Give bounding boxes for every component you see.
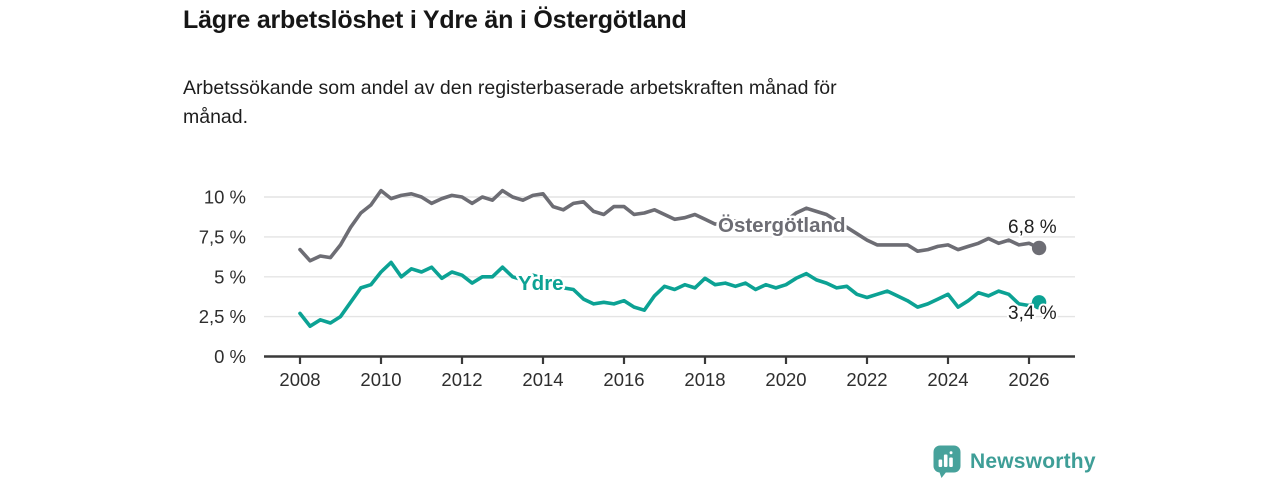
newsworthy-logo-icon [933, 445, 961, 478]
newsworthy-logo-text: Newsworthy [970, 449, 1096, 473]
series-label-0: Östergötland [718, 214, 846, 237]
series-end-dot-1 [1031, 295, 1047, 310]
y-tick-label: 2,5 % [199, 306, 246, 327]
y-tick-label: 0 % [214, 346, 246, 367]
chart-subtitle-line-1: Arbetssökande som andel av den registerb… [183, 77, 837, 99]
series-end-value-label-0: 6,8 % [1008, 217, 1057, 238]
chart-subtitle: Arbetssökande som andel av den registerb… [183, 74, 837, 132]
y-tick-label: 7,5 % [199, 226, 246, 247]
series-end-value-label-1: 3,4 % [1008, 303, 1057, 324]
series-line-0 [298, 188, 1041, 263]
x-tick-label: 2016 [603, 369, 644, 390]
x-tick-label: 2026 [1008, 369, 1049, 390]
x-tick-label: 2024 [927, 369, 968, 390]
chart-title: Lägre arbetslöshet i Ydre än i Östergötl… [183, 6, 687, 34]
x-tick-label: 2020 [765, 369, 806, 390]
x-tick-label: 2018 [684, 369, 725, 390]
newsworthy-logo: Newsworthy [933, 445, 1096, 478]
series-line-1 [298, 260, 1041, 328]
line-chart: 0 % 2,5 % 5 % 7,5 % 10 % 2008 2010 2012 2014 2016… [199, 187, 1075, 390]
x-tick-label: 2014 [522, 369, 563, 390]
x-tick-label: 2012 [441, 369, 482, 390]
x-tick-label: 2022 [846, 369, 887, 390]
chart-subtitle-line-2: månad. [183, 106, 249, 128]
series-label-1: Ydre [518, 272, 564, 295]
x-tick-label: 2008 [279, 369, 320, 390]
y-tick-label: 5 % [214, 266, 246, 287]
x-tick-label: 2010 [360, 369, 401, 390]
y-tick-label: 10 % [204, 187, 246, 208]
series-end-dot-0 [1031, 240, 1047, 256]
